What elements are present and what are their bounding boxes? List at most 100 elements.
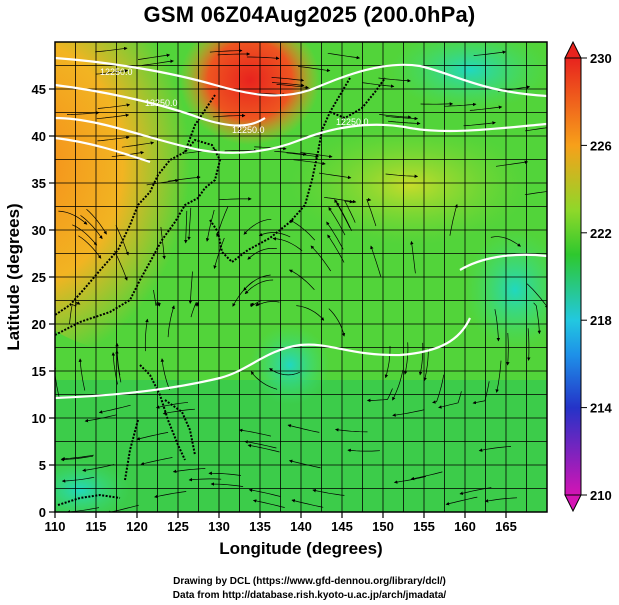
y-tick-label: 25 xyxy=(32,270,46,285)
streamline xyxy=(366,197,377,227)
colorbar-tick-label: 210 xyxy=(590,488,612,503)
streamline xyxy=(370,245,382,277)
streamline xyxy=(160,226,166,260)
map-grid xyxy=(55,42,547,512)
streamline xyxy=(494,309,501,342)
streamline xyxy=(289,219,316,241)
streamline xyxy=(490,236,521,247)
streamline xyxy=(392,369,404,401)
y-tick-label: 30 xyxy=(32,223,46,238)
streamline xyxy=(328,207,346,236)
streamline xyxy=(55,365,60,398)
streamline xyxy=(347,448,380,453)
streamline xyxy=(246,56,280,60)
streamline xyxy=(160,358,170,390)
y-tick-label: 35 xyxy=(32,176,46,191)
streamline xyxy=(392,409,425,417)
streamline xyxy=(232,281,254,307)
streamline xyxy=(473,50,507,56)
contour-label: 12250.0 xyxy=(100,67,133,77)
streamline xyxy=(205,209,215,242)
contour-label-group: 12250.0 12250.0 12250.0 12250.0 xyxy=(100,67,369,135)
streamline xyxy=(219,197,252,201)
streamline xyxy=(525,127,547,132)
streamline xyxy=(334,199,351,228)
credit-data: Data from http://database.rish.kyoto-u.a… xyxy=(172,590,447,601)
streamline xyxy=(208,471,241,476)
colorbar-tick-label: 214 xyxy=(590,401,612,416)
streamline xyxy=(335,428,368,433)
streamline xyxy=(115,342,121,376)
x-tick-label: 155 xyxy=(413,519,435,534)
streamline xyxy=(141,59,174,66)
x-axis-label: Longitude (degrees) xyxy=(219,539,382,558)
streamline xyxy=(96,113,130,120)
streamline xyxy=(484,497,518,503)
y-tick-label: 20 xyxy=(32,317,46,332)
streamline xyxy=(384,346,391,379)
streamline xyxy=(244,279,274,295)
streamline xyxy=(58,210,88,225)
streamline xyxy=(80,215,103,240)
streamline xyxy=(247,443,280,453)
contour-label: 12250.0 xyxy=(145,98,178,108)
streamline xyxy=(114,250,128,281)
streamline xyxy=(469,105,503,111)
y-tick-label: 0 xyxy=(39,505,46,520)
x-tick-label: 125 xyxy=(167,519,189,534)
streamline xyxy=(495,160,529,167)
streamline xyxy=(443,102,477,107)
x-tick-label: 130 xyxy=(208,519,230,534)
colorbar-tick-label: 230 xyxy=(590,51,612,66)
streamline xyxy=(60,455,94,462)
streamline xyxy=(210,482,244,487)
streamline xyxy=(272,82,305,87)
streamline xyxy=(445,496,478,506)
streamline xyxy=(293,159,326,166)
x-axis-ticks: 110 115 120 125 130 135 140 145 150 155 160 165 xyxy=(45,512,517,534)
x-tick-label: 115 xyxy=(86,519,107,534)
x-tick-label: 110 xyxy=(45,519,66,534)
streamline xyxy=(78,358,86,391)
streamline xyxy=(506,332,510,366)
streamline xyxy=(224,148,258,153)
chart-title: GSM 06Z04Aug2025 (200.0hPa) xyxy=(143,2,476,27)
streamline xyxy=(255,301,280,307)
streamline xyxy=(78,235,102,259)
y-axis-ticks: 0 5 10 15 20 25 30 35 40 45 xyxy=(32,82,55,520)
streamline xyxy=(247,247,277,260)
field-shading xyxy=(55,42,547,512)
x-tick-label: 145 xyxy=(331,519,353,534)
streamline xyxy=(385,115,419,121)
streamline xyxy=(121,141,155,148)
streamline xyxy=(526,328,531,361)
streamline xyxy=(432,374,445,404)
streamline xyxy=(378,77,411,83)
streamline xyxy=(254,146,287,151)
streamline xyxy=(418,342,424,376)
streamline xyxy=(410,240,416,274)
streamline xyxy=(144,318,149,352)
streamline xyxy=(95,69,129,75)
streamline xyxy=(533,302,542,335)
streamline xyxy=(248,488,281,497)
streamline xyxy=(258,232,291,238)
y-axis-label: Latitude (degrees) xyxy=(4,203,23,350)
streamline xyxy=(98,404,131,414)
streamline xyxy=(244,440,277,449)
streamline xyxy=(188,477,222,482)
streamline xyxy=(327,234,345,263)
streamline xyxy=(187,207,192,241)
streamline xyxy=(296,305,325,321)
colorbar-tick-label: 226 xyxy=(590,138,612,153)
streamline xyxy=(463,121,496,127)
x-tick-label: 160 xyxy=(454,519,476,534)
streamline xyxy=(326,221,344,250)
streamline xyxy=(146,178,179,186)
streamline xyxy=(238,428,271,437)
colorbar-tick-label: 222 xyxy=(590,226,612,241)
streamline xyxy=(66,111,100,115)
streamline xyxy=(379,114,412,119)
y-tick-label: 15 xyxy=(32,364,46,379)
